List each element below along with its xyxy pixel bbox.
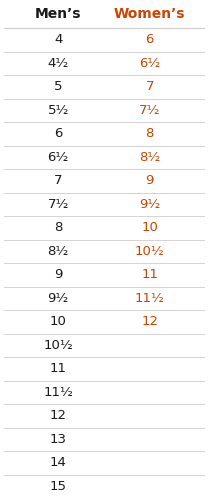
Text: 15: 15 xyxy=(50,480,67,493)
Text: 4: 4 xyxy=(54,33,62,46)
Text: 9½: 9½ xyxy=(48,292,69,305)
Text: 11½: 11½ xyxy=(135,292,165,305)
Text: 12: 12 xyxy=(50,409,67,422)
Text: 10: 10 xyxy=(141,221,158,234)
Text: 8: 8 xyxy=(146,127,154,140)
Text: 8: 8 xyxy=(54,221,62,234)
Text: 6½: 6½ xyxy=(139,57,160,70)
Text: 9: 9 xyxy=(146,174,154,187)
Text: 4½: 4½ xyxy=(48,57,69,70)
Text: 7: 7 xyxy=(146,80,154,93)
Text: 12: 12 xyxy=(141,315,158,328)
Text: 6½: 6½ xyxy=(48,151,69,164)
Text: 11: 11 xyxy=(50,362,67,375)
Text: 6: 6 xyxy=(54,127,62,140)
Text: 10½: 10½ xyxy=(135,245,165,258)
Text: 13: 13 xyxy=(50,433,67,446)
Text: 11½: 11½ xyxy=(43,386,73,399)
Text: 11: 11 xyxy=(141,268,158,281)
Text: 10½: 10½ xyxy=(43,339,73,352)
Text: 5: 5 xyxy=(54,80,62,93)
Text: 10: 10 xyxy=(50,315,67,328)
Text: 7½: 7½ xyxy=(48,198,69,211)
Text: 8½: 8½ xyxy=(139,151,160,164)
Text: 14: 14 xyxy=(50,456,67,469)
Text: 6: 6 xyxy=(146,33,154,46)
Text: 9: 9 xyxy=(54,268,62,281)
Text: 9½: 9½ xyxy=(139,198,160,211)
Text: 8½: 8½ xyxy=(48,245,69,258)
Text: 7: 7 xyxy=(54,174,62,187)
Text: Women’s: Women’s xyxy=(114,7,186,21)
Text: 7½: 7½ xyxy=(139,104,160,117)
Text: Men’s: Men’s xyxy=(35,7,82,21)
Text: 5½: 5½ xyxy=(48,104,69,117)
